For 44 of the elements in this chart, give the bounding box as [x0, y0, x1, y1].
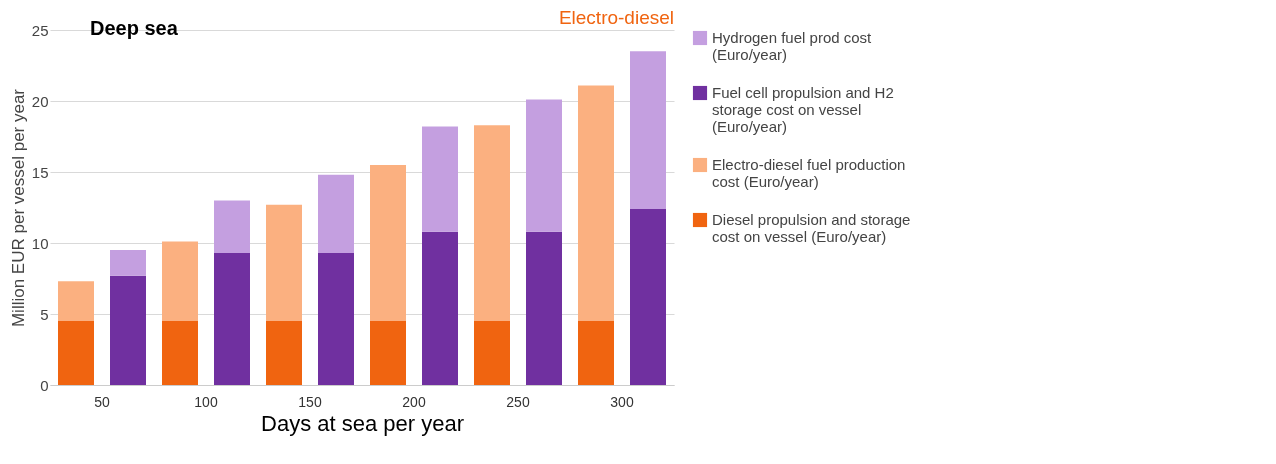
legend-label: Fuel cell propulsion and H2 storage cost on vessel (Euro/year) — [712, 84, 894, 135]
y-tick-label: 20 — [31, 92, 49, 110]
legend-label: Hydrogen fuel prod cost (Euro/year) — [712, 29, 873, 63]
text: Electro-diesel — [558, 7, 674, 28]
legend-label: Electro-diesel fuel production cost (Euro/year) — [712, 156, 906, 190]
chart-title: Deep sea — [90, 17, 179, 39]
bar — [58, 321, 94, 385]
x-tick-label: 300 — [610, 393, 634, 410]
y-tick-label: 0 — [40, 376, 49, 394]
bar — [630, 51, 666, 209]
bar — [266, 321, 302, 385]
x-tick-label: 50 — [94, 393, 110, 410]
bar — [370, 164, 406, 322]
bar — [110, 275, 146, 385]
x-axis-title: Days at sea per year — [261, 410, 464, 436]
y-tick-label: 10 — [31, 234, 49, 252]
bar — [578, 321, 614, 385]
bar — [526, 99, 562, 232]
bar — [630, 208, 666, 385]
bar — [214, 200, 250, 253]
bar — [162, 241, 198, 322]
bar — [422, 231, 458, 385]
bar — [266, 204, 302, 322]
bar — [578, 85, 614, 322]
bar — [526, 231, 562, 385]
bar — [318, 252, 354, 385]
bar — [110, 250, 146, 276]
legend-label: Diesel propulsion and storage cost on vessel (Euro/year) — [712, 211, 911, 245]
x-tick-label: 200 — [402, 393, 426, 410]
y-tick-label: 5 — [40, 305, 49, 323]
y-tick-label: 25 — [31, 21, 49, 39]
bar — [474, 321, 510, 385]
bar — [318, 174, 354, 253]
y-axis-title: Million EUR per vessel per year — [8, 88, 28, 328]
bar — [474, 125, 510, 322]
bar — [422, 126, 458, 232]
bar — [370, 321, 406, 385]
x-tick-label: 150 — [298, 393, 322, 410]
x-tick-label: 250 — [506, 393, 530, 410]
y-tick-label: 15 — [31, 163, 49, 181]
x-tick-label: 100 — [194, 393, 218, 410]
bar — [162, 321, 198, 385]
bar — [214, 252, 250, 385]
bar — [58, 281, 94, 322]
